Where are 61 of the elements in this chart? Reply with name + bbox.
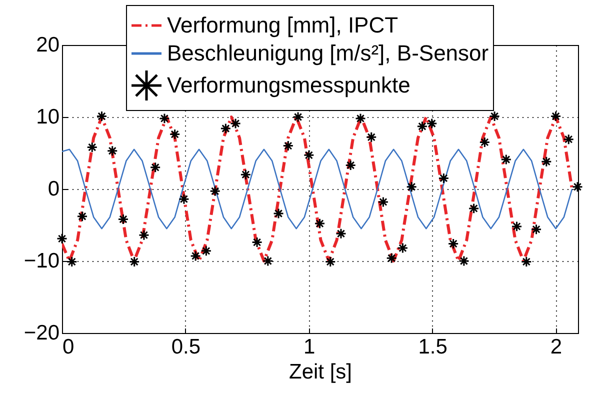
point <box>128 256 140 268</box>
point <box>118 214 129 225</box>
x-axis-title: Zeit [s] <box>288 360 352 384</box>
point <box>345 160 356 171</box>
y-tick-label: −20 <box>24 322 60 344</box>
point <box>530 224 542 235</box>
x-tick-label: 0 <box>62 336 74 358</box>
point <box>314 218 326 230</box>
legend-label: Verformung [mm], IPCT <box>167 12 398 38</box>
point <box>378 196 389 208</box>
point <box>354 112 366 124</box>
point <box>158 112 170 124</box>
point <box>324 256 336 268</box>
point <box>273 208 284 219</box>
point <box>366 132 377 143</box>
point <box>550 110 562 122</box>
point <box>563 134 574 145</box>
point <box>138 230 150 241</box>
point <box>397 242 408 254</box>
y-tick-label: −10 <box>24 250 60 272</box>
x-tick-label: 2 <box>550 336 562 358</box>
point <box>303 150 314 161</box>
y-tick-label: 10 <box>36 106 60 128</box>
point <box>66 256 78 268</box>
point <box>335 228 346 240</box>
x-tick-label: 1.5 <box>418 336 448 358</box>
point <box>468 202 480 214</box>
point <box>56 233 68 244</box>
y-tick-label: 0 <box>48 178 60 200</box>
point <box>448 238 459 250</box>
point <box>210 186 221 197</box>
point <box>240 169 252 180</box>
point <box>292 112 304 122</box>
point <box>76 210 88 222</box>
line-series <box>62 116 574 262</box>
point <box>178 194 190 205</box>
point <box>86 142 98 153</box>
point <box>96 110 108 122</box>
point <box>150 162 161 173</box>
point <box>106 145 118 156</box>
point <box>520 256 532 268</box>
legend-label: Beschleunigung [m/s²], B-Sensor <box>167 40 489 66</box>
point <box>438 172 450 184</box>
point <box>282 140 294 152</box>
point <box>458 256 470 266</box>
point <box>169 128 180 140</box>
point <box>511 220 522 232</box>
legend-label: Verformungsmesspunkte <box>167 72 410 98</box>
x-tick-label: 1 <box>304 336 316 358</box>
point <box>540 156 552 168</box>
line-series <box>62 148 573 230</box>
point <box>572 181 583 192</box>
point <box>262 256 274 266</box>
point <box>500 154 512 165</box>
x-tick-label: 0.5 <box>171 336 201 358</box>
point <box>479 136 490 148</box>
point <box>489 110 500 122</box>
point <box>406 181 418 192</box>
point <box>386 252 398 264</box>
y-tick-label: 20 <box>36 34 60 56</box>
point <box>252 236 263 248</box>
